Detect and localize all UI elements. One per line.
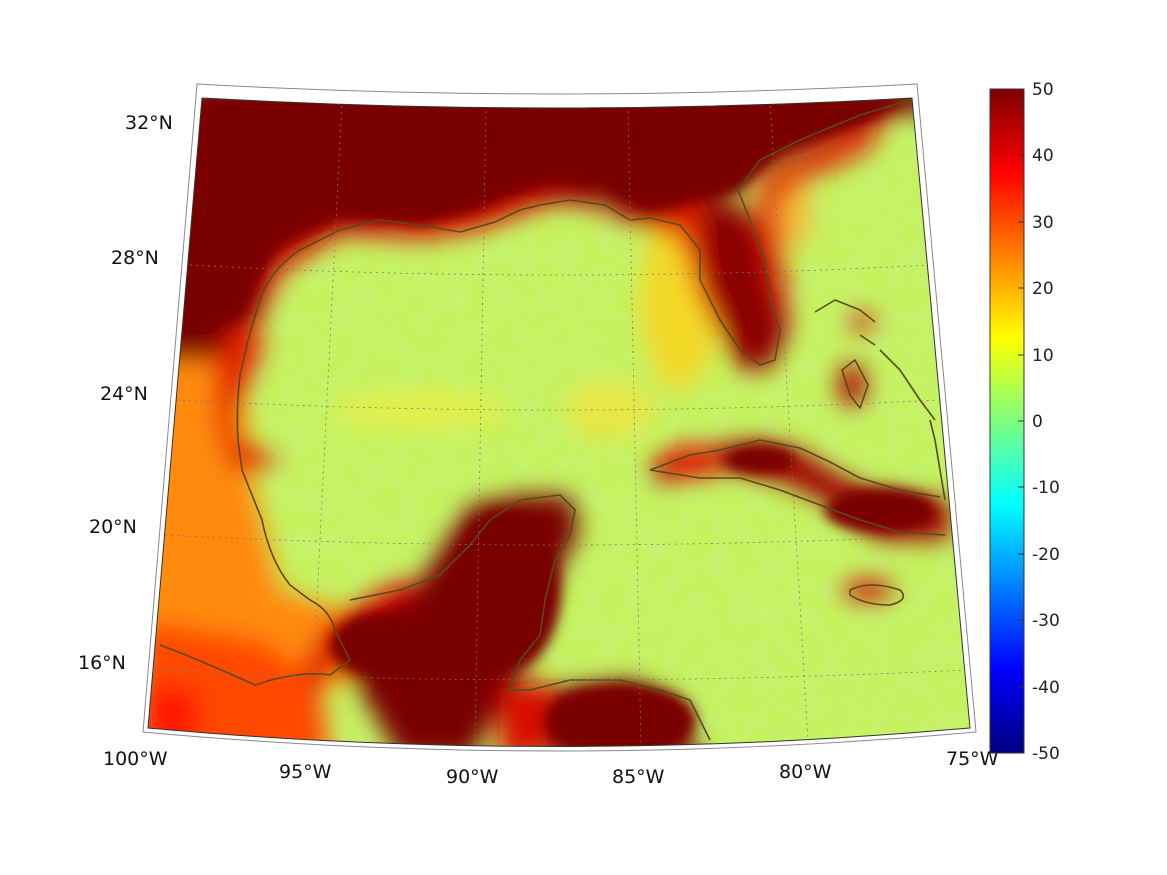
lon-label-100: 100°W [103, 748, 168, 770]
lon-labels: 100°W 95°W 90°W 85°W 80°W 75°W [103, 748, 999, 788]
colorbar-tick-neg40: -40 [1032, 678, 1060, 698]
map-frame [142, 83, 977, 752]
colorbar-tick-20: 20 [1032, 279, 1054, 299]
lat-label-24: 24°N [100, 383, 148, 405]
graticule [154, 99, 966, 746]
lat-label-28: 28°N [111, 247, 159, 269]
colorbar-tick-neg20: -20 [1032, 545, 1060, 565]
lon-label-80: 80°W [779, 761, 832, 783]
colorbar-tick-40: 40 [1032, 146, 1054, 166]
map-field [148, 98, 970, 747]
lat-label-32: 32°N [125, 112, 173, 134]
lat-labels: 32°N 28°N 24°N 20°N 16°N [78, 112, 173, 674]
colorbar-tick-10: 10 [1032, 346, 1054, 366]
lon-label-90: 90°W [446, 766, 499, 788]
lat-label-20: 20°N [89, 516, 137, 538]
colorbar-tick-0: 0 [1032, 412, 1043, 432]
colorbar-tick-30: 30 [1032, 213, 1054, 233]
lat-label-16: 16°N [78, 652, 126, 674]
colorbar-tick-50: 50 [1032, 80, 1054, 100]
colorbar: 50 40 30 20 10 0 -10 -20 -30 -40 -50 [989, 80, 1060, 764]
colorbar-tick-neg10: -10 [1032, 478, 1060, 498]
lon-label-85: 85°W [612, 766, 665, 788]
lon-label-75: 75°W [946, 748, 999, 770]
colorbar-tick-neg50: -50 [1032, 744, 1060, 764]
colorbar-tick-neg30: -30 [1032, 611, 1060, 631]
lon-label-95: 95°W [279, 761, 332, 783]
